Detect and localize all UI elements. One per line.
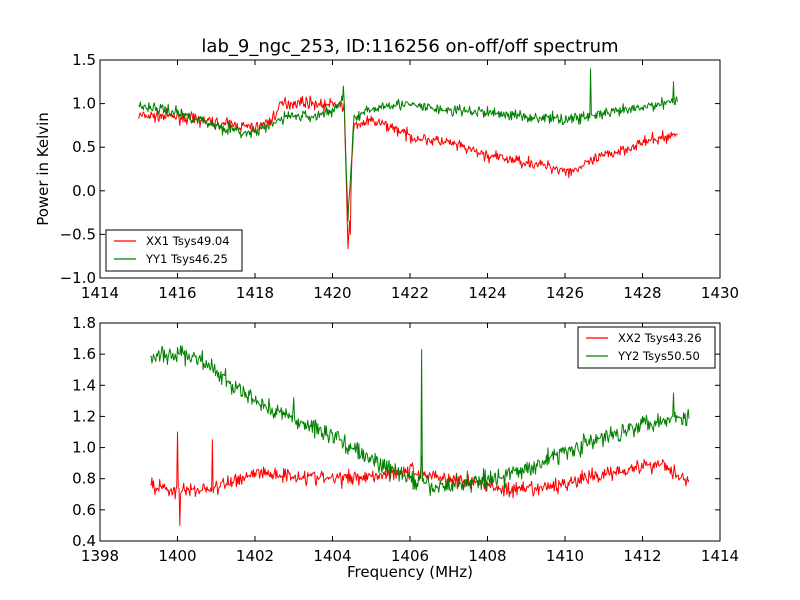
y-tick-label: 1.8 xyxy=(72,314,96,332)
plot-top: 1414 1416 1418 1420 1422 1424 1426 1428 1430 −1.0… xyxy=(60,51,740,302)
x-tick-label: 1422 xyxy=(391,284,429,302)
x-tick-label: 1398 xyxy=(81,547,119,565)
y-tick-label: 0.4 xyxy=(72,532,96,550)
legend-bottom: XX2 Tsys43.26 YY2 Tsys50.50 xyxy=(577,326,716,369)
x-tick-label: 1414 xyxy=(81,284,119,302)
legend-entry-2: YY1 Tsys46.25 xyxy=(145,252,228,266)
y-tick-label: 0.0 xyxy=(72,182,96,200)
y-tick-label: 1.4 xyxy=(72,376,96,394)
x-tick-label: 1420 xyxy=(313,284,351,302)
y-tick-label: 0.6 xyxy=(72,501,96,519)
y-tick-label: 1.0 xyxy=(72,95,96,113)
y-tick-label: 1.2 xyxy=(72,407,96,425)
x-tick-label: 1412 xyxy=(623,547,661,565)
legend-entry-2: YY2 Tsys50.50 xyxy=(617,349,700,363)
x-tick-label: 1416 xyxy=(158,284,196,302)
x-axis-label: Frequency (MHz) xyxy=(347,563,473,581)
x-tick-label: 1424 xyxy=(468,284,506,302)
y-tick-label: 1.0 xyxy=(72,439,96,457)
y-tick-label: 1.6 xyxy=(72,345,96,363)
y-tick-label: 0.5 xyxy=(72,138,96,156)
series-line-2 xyxy=(150,345,690,497)
x-tick-label: 1430 xyxy=(701,284,739,302)
legend-entry-1: XX1 Tsys49.04 xyxy=(146,234,230,248)
x-tick-label: 1406 xyxy=(391,547,429,565)
y-tick-label: 0.8 xyxy=(72,470,96,488)
x-tick-label: 1414 xyxy=(701,547,739,565)
x-tick-label: 1418 xyxy=(236,284,274,302)
x-tick-label: 1428 xyxy=(623,284,661,302)
series-line-2 xyxy=(138,68,678,222)
x-tick-label: 1410 xyxy=(546,547,584,565)
x-tick-label: 1400 xyxy=(158,547,196,565)
x-tick-label: 1402 xyxy=(236,547,274,565)
y-tick-label: −1.0 xyxy=(60,269,96,287)
x-tick-label: 1404 xyxy=(313,547,351,565)
legend-top: XX1 Tsys49.04 YY1 Tsys46.25 xyxy=(105,229,243,272)
x-tick-label: 1426 xyxy=(546,284,584,302)
plot-bottom: 1398 1400 1402 1404 1406 1408 1410 1412 1414 0.4 0… xyxy=(72,314,739,565)
y-tick-label: 1.5 xyxy=(72,51,96,69)
x-tick-label: 1408 xyxy=(468,547,506,565)
y-axis-label: Power in Kelvin xyxy=(34,112,52,226)
y-tick-label: −0.5 xyxy=(60,225,96,243)
legend-entry-1: XX2 Tsys43.26 xyxy=(618,331,702,345)
chart-title: lab_9_ngc_253, ID:116256 on-off/off spec… xyxy=(201,36,618,57)
